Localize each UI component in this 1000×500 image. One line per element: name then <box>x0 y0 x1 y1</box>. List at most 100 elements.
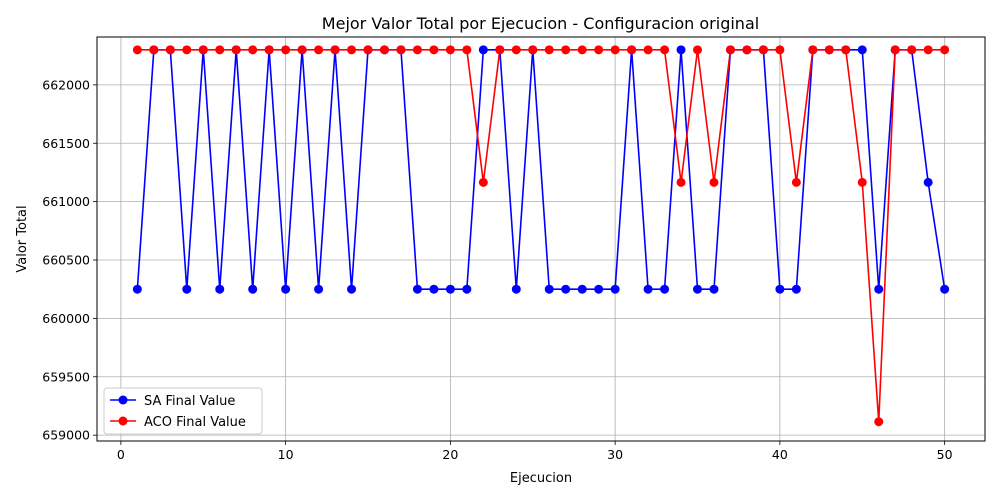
x-axis-title: Ejecucion <box>510 471 572 486</box>
aco-data-point <box>462 45 472 55</box>
x-tick-label: 10 <box>278 447 294 462</box>
legend-sa-marker <box>118 395 128 405</box>
sa-data-point <box>132 284 142 294</box>
aco-data-point <box>429 45 439 55</box>
plot-series <box>132 45 950 427</box>
sa-data-point <box>281 284 291 294</box>
sa-data-point <box>923 177 933 187</box>
y-tick-label: 661500 <box>42 136 90 151</box>
aco-data-point <box>874 417 884 427</box>
aco-data-point <box>709 177 719 187</box>
aco-data-point <box>907 45 917 55</box>
aco-data-point <box>198 45 208 55</box>
sa-data-point <box>544 284 554 294</box>
aco-data-point <box>149 45 159 55</box>
chart-title: Mejor Valor Total por Ejecucion - Config… <box>322 14 759 33</box>
aco-data-point <box>594 45 604 55</box>
aco-data-point <box>758 45 768 55</box>
aco-data-point <box>857 177 867 187</box>
aco-data-point <box>775 45 785 55</box>
sa-data-point <box>676 45 686 55</box>
grid-lines <box>97 37 985 441</box>
y-tick-label: 662000 <box>42 77 90 92</box>
aco-data-point <box>511 45 521 55</box>
aco-data-point <box>445 45 455 55</box>
sa-data-point <box>643 284 653 294</box>
sa-data-point <box>791 284 801 294</box>
axis-ticks: 0 10 20 30 40 50 659000 659500 660000 660500 66100… <box>42 77 952 462</box>
aco-data-point <box>396 45 406 55</box>
x-tick-label: 0 <box>117 447 125 462</box>
aco-data-point <box>808 45 818 55</box>
aco-data-point <box>561 45 571 55</box>
sa-data-point <box>874 284 884 294</box>
x-tick-label: 30 <box>607 447 623 462</box>
y-tick-label: 661000 <box>42 194 90 209</box>
aco-data-point <box>297 45 307 55</box>
sa-data-point <box>660 284 670 294</box>
aco-data-point <box>478 177 488 187</box>
sa-data-point <box>412 284 422 294</box>
sa-data-point <box>511 284 521 294</box>
sa-data-point <box>594 284 604 294</box>
x-tick-label: 40 <box>772 447 788 462</box>
aco-data-point <box>660 45 670 55</box>
aco-data-point <box>281 45 291 55</box>
sa-data-point <box>478 45 488 55</box>
aco-data-point <box>231 45 241 55</box>
aco-data-point <box>643 45 653 55</box>
aco-data-point <box>610 45 620 55</box>
y-tick-label: 660500 <box>42 253 90 268</box>
aco-data-point <box>791 177 801 187</box>
y-tick-label: 659500 <box>42 369 90 384</box>
aco-data-point <box>544 45 554 55</box>
aco-data-point <box>412 45 422 55</box>
aco-data-point <box>824 45 834 55</box>
aco-data-point <box>347 45 357 55</box>
sa-series-line <box>136 49 946 291</box>
aco-data-point <box>363 45 373 55</box>
sa-data-point <box>429 284 439 294</box>
aco-data-point <box>577 45 587 55</box>
sa-data-point <box>857 45 867 55</box>
legend: SA Final Value ACO Final Value <box>103 387 263 435</box>
aco-data-point <box>676 177 686 187</box>
aco-data-point <box>693 45 703 55</box>
legend-sa-label: SA Final Value <box>144 394 235 409</box>
plot-frame <box>96 36 986 442</box>
sa-data-point <box>314 284 324 294</box>
aco-data-point <box>528 45 538 55</box>
sa-data-point <box>462 284 472 294</box>
aco-data-point <box>725 45 735 55</box>
aco-data-point <box>215 45 225 55</box>
aco-data-point <box>165 45 175 55</box>
sa-data-point <box>347 284 357 294</box>
aco-data-point <box>330 45 340 55</box>
legend-box <box>103 387 263 435</box>
sa-data-point <box>610 284 620 294</box>
sa-data-point <box>215 284 225 294</box>
aco-data-point <box>627 45 637 55</box>
sa-data-point <box>940 284 950 294</box>
aco-data-point <box>264 45 274 55</box>
aco-data-point <box>182 45 192 55</box>
sa-data-point <box>693 284 703 294</box>
legend-aco-label: ACO Final Value <box>144 415 246 430</box>
aco-data-point <box>379 45 389 55</box>
aco-data-point <box>495 45 505 55</box>
x-tick-label: 50 <box>937 447 953 462</box>
sa-data-point <box>445 284 455 294</box>
legend-aco-marker <box>118 416 128 426</box>
sa-data-point <box>709 284 719 294</box>
aco-data-point <box>841 45 851 55</box>
aco-data-point <box>132 45 142 55</box>
aco-series <box>132 45 950 427</box>
sa-data-point <box>561 284 571 294</box>
aco-data-point <box>742 45 752 55</box>
sa-data-point <box>775 284 785 294</box>
sa-data-point <box>182 284 192 294</box>
x-tick-label: 20 <box>442 447 458 462</box>
aco-data-point <box>923 45 933 55</box>
sa-data-point <box>577 284 587 294</box>
